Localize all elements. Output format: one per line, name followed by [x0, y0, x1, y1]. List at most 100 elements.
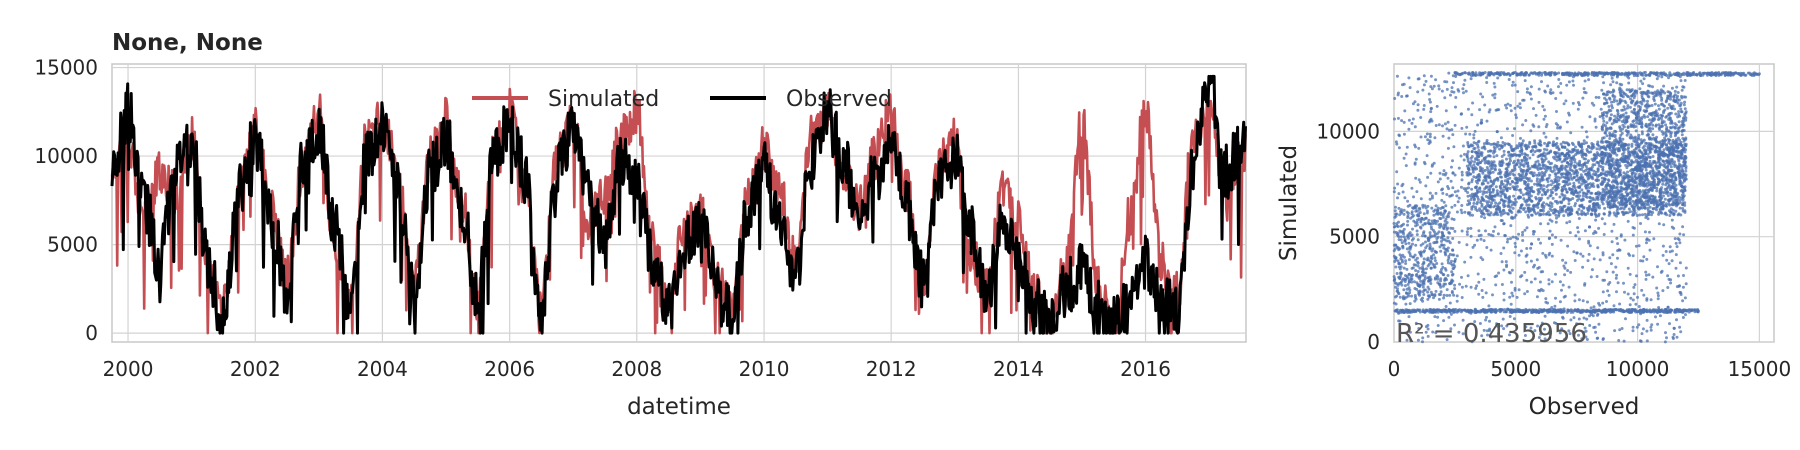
scatter-point [1668, 150, 1672, 154]
scatter-point [1679, 213, 1683, 217]
scatter-point [1460, 296, 1464, 299]
scatter-point [1555, 166, 1559, 170]
scatter-point [1430, 257, 1434, 261]
scatter-point [1451, 248, 1455, 252]
scatter-point [1499, 252, 1503, 255]
scatter-point [1455, 254, 1459, 258]
scatter-point [1405, 247, 1409, 251]
scatter-point [1612, 304, 1616, 308]
scatter-point [1485, 76, 1489, 80]
scatter-point [1399, 230, 1403, 234]
scatter-point [1587, 144, 1590, 148]
scatter-point [1681, 137, 1685, 140]
scatter-point [1632, 184, 1635, 188]
scatter-point [1466, 143, 1470, 147]
scatter-point [1488, 327, 1492, 331]
scatter-point [1408, 302, 1412, 306]
scatter-point [1572, 316, 1576, 320]
scatter-point [1610, 104, 1614, 107]
scatter-point [1514, 113, 1518, 117]
scatter-point [1478, 161, 1482, 164]
scatter-point [1669, 135, 1673, 138]
scatter-point [1655, 286, 1659, 290]
scatter-point [1471, 245, 1475, 249]
scatter-point [1642, 293, 1646, 297]
scatter-point [1581, 96, 1585, 100]
scatter-point [1631, 233, 1635, 237]
scatter-point [1515, 295, 1519, 299]
scatter-point [1455, 299, 1459, 303]
scatter-point [1550, 161, 1553, 165]
scatter-point [1438, 177, 1442, 181]
scatter-point [1650, 119, 1654, 123]
scatter-point [1509, 154, 1513, 158]
scatter-point [1480, 289, 1484, 292]
scatter-point [1629, 296, 1633, 300]
scatter-point [1518, 165, 1521, 169]
scatter-point [1561, 283, 1565, 287]
scatter-point [1667, 262, 1671, 266]
scatter-point [1647, 95, 1651, 99]
scatter-point [1548, 173, 1552, 177]
scatter-point [1626, 104, 1630, 108]
scatter-point [1666, 274, 1670, 278]
scatter-point [1413, 162, 1417, 166]
scatter-point [1651, 194, 1654, 198]
scatter-point [1682, 179, 1686, 183]
scatter-point [1562, 197, 1566, 201]
scatter-point [1652, 174, 1656, 178]
scatter-point [1638, 122, 1641, 126]
scatter-point [1569, 156, 1573, 160]
scatter-point [1639, 222, 1642, 225]
scatter-point [1409, 244, 1413, 248]
scatter-point [1620, 206, 1624, 210]
scatter-point [1487, 204, 1490, 208]
scatter-point [1647, 189, 1651, 192]
scatter-point [1393, 247, 1397, 251]
scatter-point [1567, 143, 1571, 147]
scatter-point [1664, 134, 1668, 138]
scatter-point [1417, 212, 1421, 216]
scatter-point [1679, 330, 1683, 334]
scatter-point [1649, 325, 1653, 329]
scatter-point [1396, 287, 1399, 291]
scatter-point [1651, 111, 1655, 115]
scatter-point [1667, 202, 1671, 206]
scatter-point [1440, 239, 1443, 243]
scatter-point [1614, 265, 1618, 269]
scatter-point [1617, 118, 1621, 122]
scatter-point [1555, 201, 1559, 205]
scatter-point [1648, 172, 1652, 176]
scatter-point [1513, 106, 1517, 110]
scatter-point [1524, 325, 1528, 329]
scatter-point [1675, 85, 1679, 89]
scatter-point [1396, 93, 1400, 97]
scatter-point [1608, 137, 1612, 140]
scatter-point [1660, 75, 1664, 79]
scatter-point [1540, 171, 1544, 174]
scatter-point [1570, 168, 1574, 172]
scatter-point [1523, 79, 1527, 83]
scatter-point [1421, 88, 1425, 92]
scatter-point [1451, 237, 1455, 240]
scatter-point [1662, 204, 1665, 208]
scatter-point [1477, 292, 1481, 296]
scatter-point [1670, 157, 1674, 161]
scatter-point [1426, 334, 1430, 338]
scatter-point [1506, 102, 1510, 106]
scatter-point [1551, 211, 1555, 215]
scatter-point [1479, 256, 1483, 260]
scatter-point [1439, 277, 1443, 281]
scatter-point [1451, 74, 1455, 78]
scatter-point [1679, 107, 1683, 111]
scatter-point [1610, 76, 1614, 80]
scatter-point [1463, 78, 1467, 82]
scatter-point [1662, 223, 1666, 227]
scatter-point [1566, 152, 1570, 155]
scatter-point [1581, 197, 1585, 201]
scatter-point [1454, 75, 1458, 78]
scatter-point [1582, 316, 1586, 320]
scatter-point [1572, 181, 1576, 185]
scatter-point [1538, 163, 1542, 167]
